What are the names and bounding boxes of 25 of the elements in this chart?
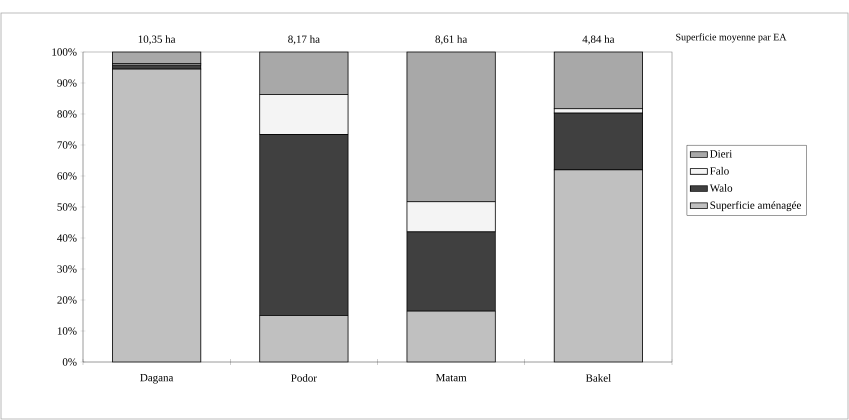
text: 8,61 ha (435, 35, 468, 44)
y-tick-label: 70% (58, 141, 77, 149)
legend-label: Dieri (710, 150, 732, 158)
y-tick-label: 100% (52, 48, 77, 56)
y-tick-label: 20% (57, 296, 77, 304)
y-tick-label: 0% (62, 358, 77, 366)
x-tick-label: Matam (436, 374, 466, 382)
text: 4,84 ha (582, 35, 614, 44)
y-tick-label: 50% (58, 203, 77, 211)
text: 10,35 ha (138, 35, 176, 44)
y-tick-label: 30% (57, 265, 77, 273)
x-tick-label: Dagana (140, 374, 174, 384)
legend-label: Falo (710, 166, 729, 175)
y-tick-label: 10% (58, 327, 77, 335)
x-tick-label: Bakel (586, 374, 611, 382)
y-tick-label: 40% (57, 234, 77, 242)
text: Superficie moyenne par EA (676, 33, 786, 42)
x-tick-label: Podor (291, 374, 317, 382)
text: 8,17 ha (288, 35, 320, 44)
y-tick-label: 80% (57, 110, 77, 118)
bar (554, 52, 643, 110)
legend-label: Superficie aménagée (710, 201, 801, 212)
y-tick-label: 60% (57, 172, 77, 180)
legend-label: Walo (710, 184, 732, 192)
y-tick-label: 90% (57, 79, 77, 87)
